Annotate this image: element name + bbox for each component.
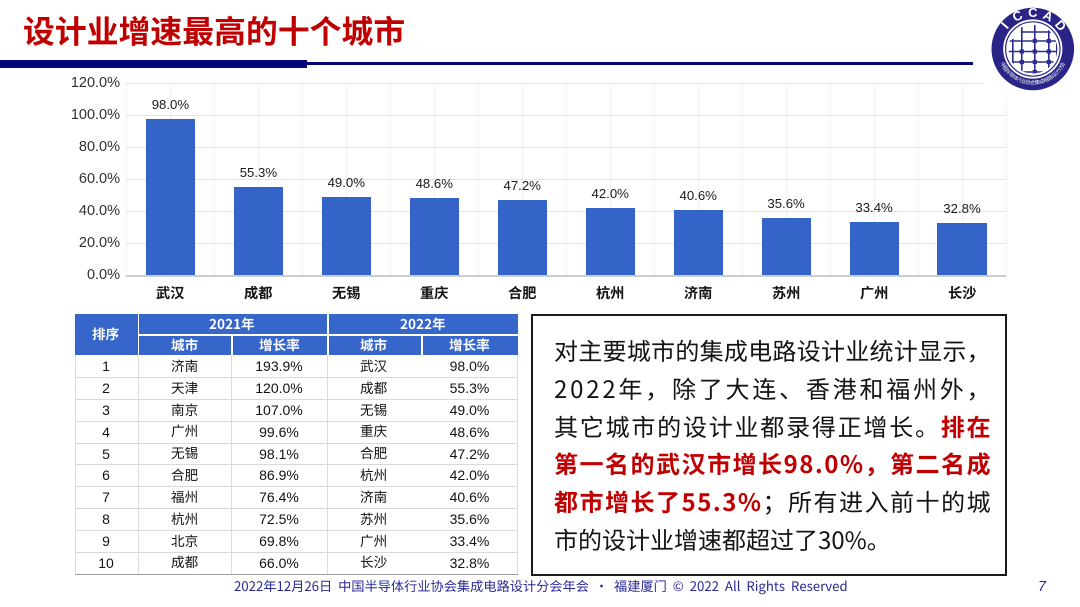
- svg-text:C: C: [1028, 5, 1038, 20]
